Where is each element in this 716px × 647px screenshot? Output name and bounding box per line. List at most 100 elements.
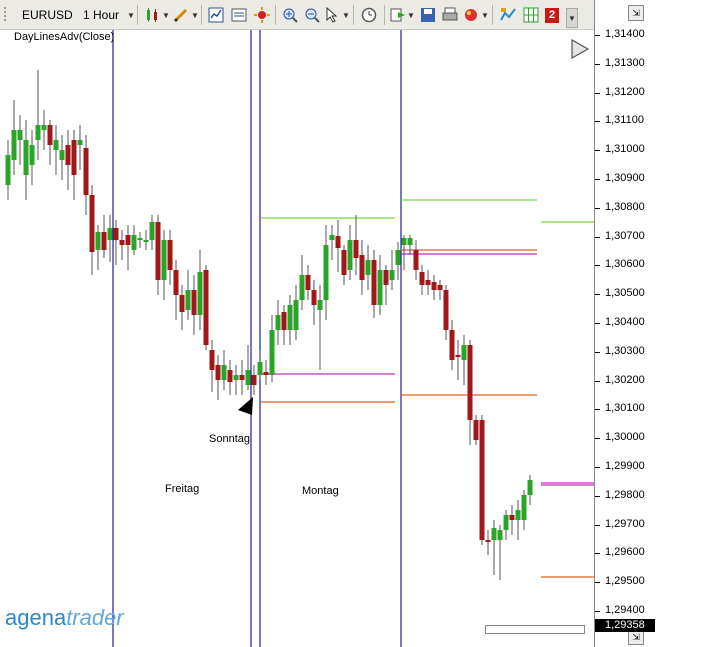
bull-candle [293, 300, 299, 330]
bull-candle [461, 345, 467, 360]
price-tick-label: 1,29500 [605, 575, 645, 588]
price-tick-label: 1,30300 [605, 344, 645, 357]
pencil-icon[interactable] [171, 5, 191, 25]
symbol-label: EURUSD [22, 8, 73, 22]
toolbar: EURUSD 1 Hour ▼ ▼ ▼ [0, 0, 594, 30]
price-tick-label: 1,29400 [605, 604, 645, 616]
bull-candle [317, 300, 323, 310]
symbol-selector[interactable]: EURUSD [22, 5, 73, 25]
bull-candle [299, 275, 305, 300]
color-icon[interactable] [461, 5, 481, 25]
timeframe-selector[interactable]: 1 Hour ▼ [83, 5, 135, 25]
bear-candle [281, 312, 287, 330]
bear-candle [455, 355, 461, 357]
chevron-down-icon[interactable]: ▼ [191, 10, 199, 20]
bull-candle [347, 240, 353, 270]
pin-icon[interactable]: ⇲ [628, 5, 644, 21]
bull-candle [233, 375, 239, 380]
bull-candle [527, 480, 533, 495]
zoom-in-icon[interactable] [279, 5, 301, 25]
bear-candle [413, 250, 419, 270]
bear-candle [215, 365, 221, 380]
bull-candle [161, 240, 167, 280]
price-tick [595, 553, 600, 555]
bull-candle [35, 125, 41, 140]
print-icon[interactable] [439, 5, 461, 25]
price-tick [595, 121, 600, 123]
price-tick [595, 294, 600, 296]
bull-candle [329, 235, 335, 240]
bear-candle [203, 270, 209, 345]
price-tick [595, 495, 600, 497]
bear-candle [227, 370, 233, 382]
timeframe-label: 1 Hour [83, 8, 120, 22]
price-axis[interactable]: ⇲ ⇲ 1,31400 1,31300 1,31200 1,31100 1,31000 1… [595, 0, 716, 647]
price-tick [595, 351, 600, 353]
bear-candle [89, 195, 95, 252]
chart-plot-area[interactable] [0, 30, 594, 647]
bear-candle [119, 240, 125, 245]
bull-candle [377, 270, 383, 305]
bull-candle [365, 260, 371, 275]
bear-candle [485, 540, 491, 542]
bear-candle [383, 270, 389, 285]
price-tick [595, 207, 600, 209]
grid-icon[interactable] [520, 5, 542, 25]
bull-candle [401, 238, 407, 245]
chevron-down-icon[interactable]: ▼ [162, 10, 170, 20]
template-icon[interactable] [228, 5, 250, 25]
bull-candle [29, 145, 35, 165]
price-tick-label: 1,31200 [605, 85, 645, 98]
chevron-down-icon[interactable]: ▼ [407, 10, 415, 20]
bull-candle [503, 515, 509, 530]
bull-candle [143, 240, 149, 242]
horizontal-scrollbar[interactable] [485, 625, 585, 634]
scroll-down-icon[interactable]: ▼ [566, 8, 578, 28]
bear-candle [467, 345, 473, 420]
bull-candle [221, 365, 227, 380]
bear-candle [155, 222, 161, 280]
chart-window-icon[interactable] [205, 5, 227, 25]
bear-candle [113, 228, 119, 240]
bear-candle [437, 285, 443, 290]
zoom-out-icon[interactable] [301, 5, 323, 25]
bear-candle [83, 148, 89, 195]
bear-candle [173, 270, 179, 295]
bull-candle [185, 290, 191, 310]
price-tick [595, 63, 600, 65]
price-tick [595, 409, 600, 411]
sun-icon[interactable] [251, 5, 273, 25]
play-icon[interactable] [570, 38, 590, 63]
price-tick [595, 438, 600, 440]
price-tick-label: 1,30700 [605, 229, 645, 242]
indicator-icon[interactable] [497, 5, 519, 25]
badge-number: 2 [545, 7, 559, 23]
bull-candle [515, 510, 521, 520]
price-tick [595, 236, 600, 238]
clock-icon[interactable] [358, 5, 380, 25]
bull-candle [5, 155, 11, 185]
toolbar-grip[interactable] [2, 5, 8, 25]
bear-candle [239, 375, 245, 380]
price-tick [595, 323, 600, 324]
bull-candle [323, 245, 329, 300]
price-tick-label: 1,30800 [605, 200, 645, 213]
bull-candle [389, 270, 395, 280]
chevron-down-icon[interactable]: ▼ [481, 10, 489, 20]
badge-icon[interactable]: 2 [543, 5, 561, 25]
price-tick [595, 92, 600, 94]
bull-candle [245, 370, 251, 385]
bear-candle [335, 236, 341, 248]
cursor-icon[interactable] [323, 5, 341, 25]
export-icon[interactable] [388, 5, 408, 25]
bull-candle [269, 330, 275, 375]
current-price-badge: 1,29358 [595, 619, 655, 632]
bear-candle [263, 372, 269, 375]
chevron-down-icon[interactable]: ▼ [342, 10, 350, 20]
bear-candle [101, 232, 107, 250]
bear-candle [209, 350, 215, 370]
save-icon[interactable] [417, 5, 439, 25]
bull-candle [11, 130, 17, 160]
candles-icon[interactable] [142, 5, 164, 25]
bull-candle [77, 140, 83, 145]
